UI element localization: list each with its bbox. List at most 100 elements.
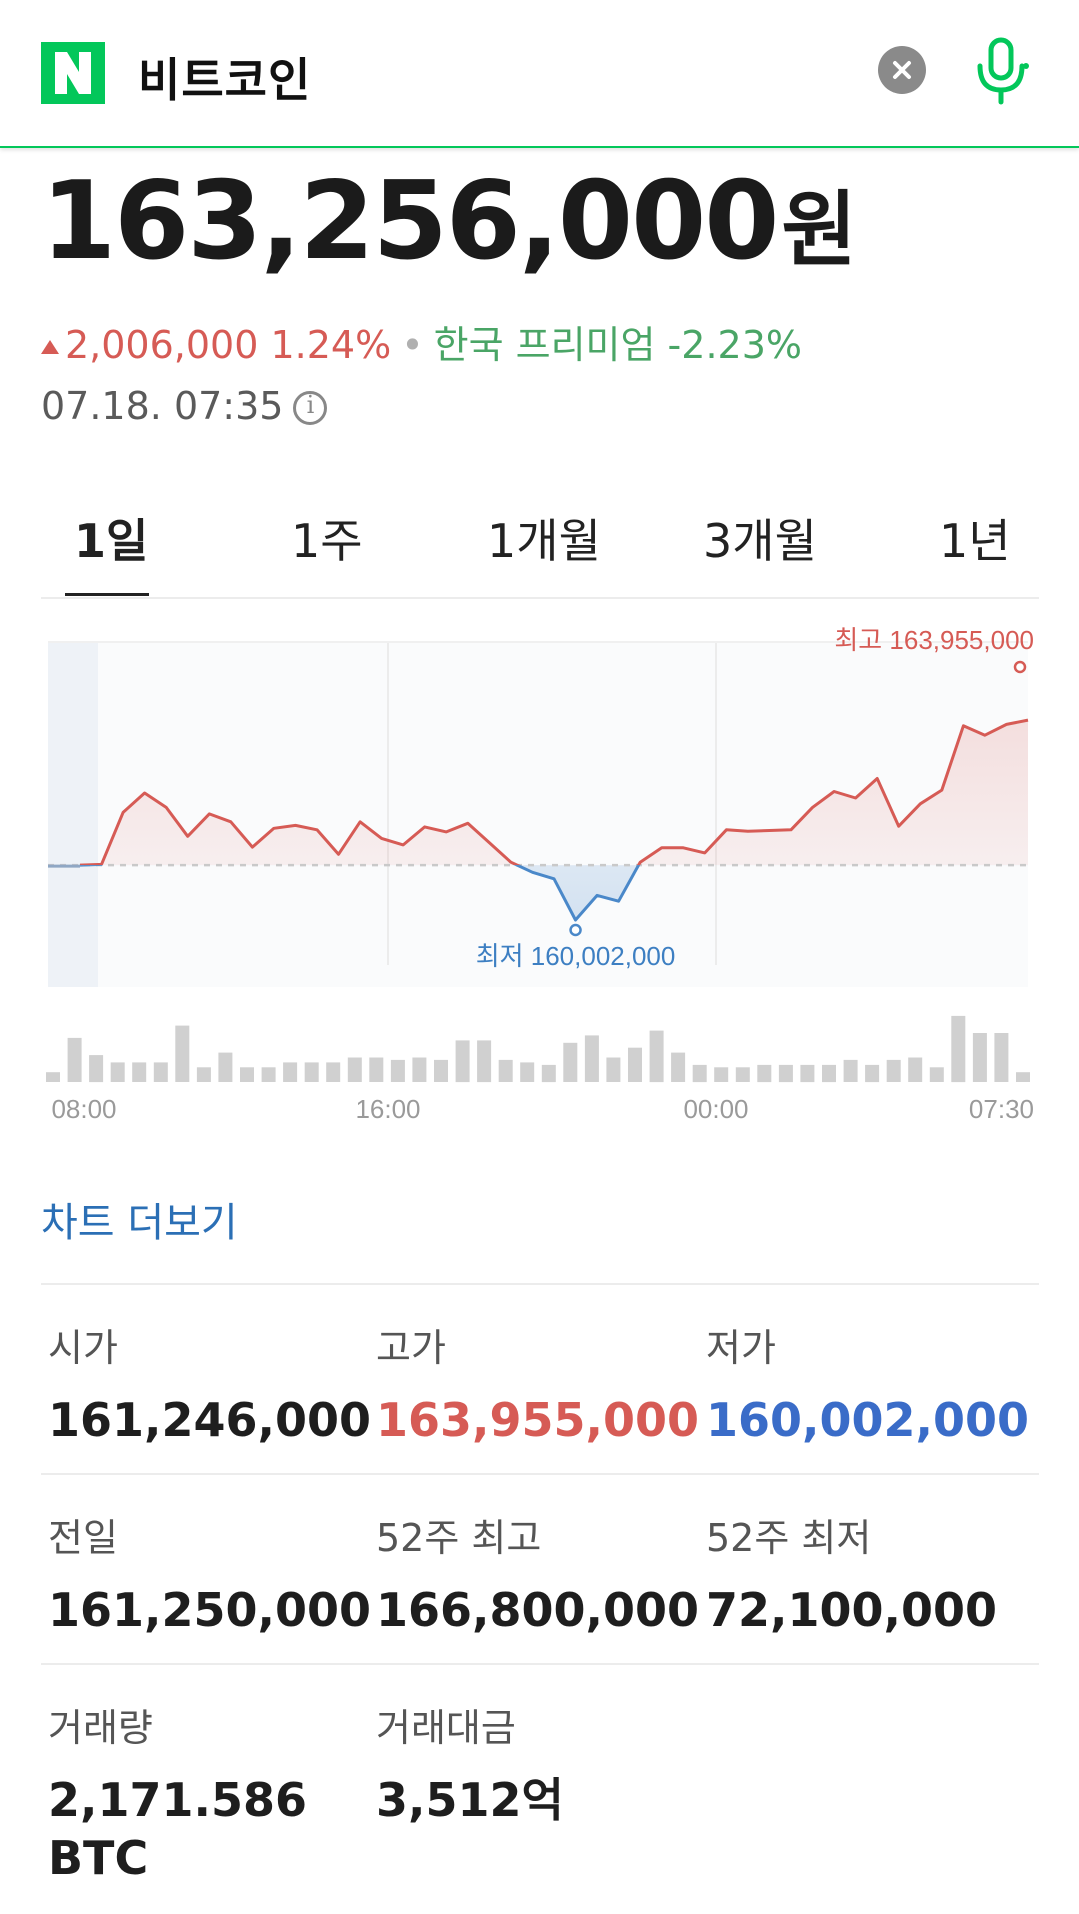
price-line-up [79,718,1029,866]
volume-bar [735,1067,750,1082]
stat-value: 163,955,000 [376,1393,700,1447]
stat-label: 거래대금 [376,1706,516,1750]
volume-bar [584,1035,599,1082]
stat-high: 고가 163,955,000 [376,1317,699,1450]
volume-bar [951,1015,966,1083]
search-query[interactable]: 비트코인 [138,53,312,107]
stat-value: 160,002,000 [706,1393,1030,1447]
stat-value: 3,512억 [376,1773,564,1827]
volume-bar [390,1059,405,1082]
volume-bar [89,1055,104,1083]
volume-bar [283,1062,298,1082]
stat-value-number: 2,171.586 [48,1773,307,1827]
stats-row: 시가 161,246,000 고가 163,955,000 저가 160,002… [41,1283,1039,1473]
volume-bar [240,1067,254,1082]
stat-label: 저가 [706,1326,776,1370]
volume-bar [628,1047,642,1082]
x-tick-label: 00:00 [683,1094,748,1124]
volume-bar [908,1057,923,1082]
stat-value: 72,100,000 [706,1583,998,1637]
microphone-icon[interactable] [970,36,1032,108]
stat-trade-value: 거래대금 3,512억 [376,1697,564,1830]
price-chart[interactable]: 최고 163,955,000 최저 160,002,000 08:00 16:00 00… [0,620,1079,1140]
naver-logo[interactable] [41,42,105,104]
volume-bar [865,1064,880,1083]
x-tick-label: 16:00 [355,1094,420,1124]
volume-bar [477,1040,492,1083]
volume-bar [972,1033,987,1082]
volume-bar [541,1064,556,1083]
stat-previous-close: 전일 161,250,000 [48,1507,371,1640]
volume-bar [132,1062,147,1082]
volume-bar [843,1059,858,1082]
low-marker [569,923,582,937]
volume-bar [175,1025,190,1082]
stat-52week-high: 52주 최고 166,800,000 [376,1507,699,1640]
low-label: 최저 160,002,000 [476,941,676,971]
volume-bar [563,1042,578,1082]
stat-value: 161,246,000 [48,1393,372,1447]
up-triangle-icon [41,340,59,354]
tab-1-week[interactable]: 1주 [291,514,363,568]
stat-label: 전일 [48,1516,118,1560]
area-down [517,865,639,920]
volume-bar [67,1037,82,1082]
price-value: 163,256,000 [41,159,779,284]
stat-label: 시가 [48,1326,118,1370]
volume-bar [822,1064,836,1083]
volume-bar [369,1057,384,1082]
period-tabs: 1일 1주 1개월 3개월 1년 [41,505,1039,599]
volume-bar [800,1064,815,1083]
volume-bar [994,1033,1009,1082]
stat-value: 161,250,000 [48,1583,372,1637]
x-tick-label: 08:00 [51,1094,116,1124]
tab-1-month[interactable]: 1개월 [487,514,601,568]
search-header: 비트코인 [0,0,1079,148]
volume-bar [498,1059,513,1082]
volume-bar [520,1062,535,1082]
volume-bar [778,1064,793,1083]
volume-bar [434,1059,448,1082]
stat-value: 2,171.586 BTC [48,1772,307,1887]
stat-52week-low: 52주 최저 72,100,000 [706,1507,997,1640]
active-tab-indicator [65,593,149,596]
stat-low: 저가 160,002,000 [706,1317,1029,1450]
clear-search-button[interactable] [878,46,926,94]
change-percent: 1.24% [270,323,392,367]
volume-bar [46,1072,60,1082]
stats-table: 시가 161,246,000 고가 163,955,000 저가 160,002… [41,1283,1039,1885]
stats-row: 전일 161,250,000 52주 최고 166,800,000 52주 최저… [41,1473,1039,1663]
price-change-row: 2,006,000 1.24% • 한국 프리미엄 -2.23% [41,314,802,369]
tab-1-year[interactable]: 1년 [939,514,1011,568]
volume-bar [153,1062,168,1082]
quote-time-row: 07.18. 07:35 [41,384,328,428]
volume-bar [218,1052,233,1082]
volume-bar [649,1030,664,1083]
volume-bar [714,1067,729,1082]
stat-label: 거래량 [48,1706,153,1750]
stats-row: 거래량 2,171.586 BTC 거래대금 3,512억 [41,1663,1039,1885]
volume-bar [692,1064,707,1083]
volume-bar [757,1064,772,1083]
stat-label: 52주 최저 [706,1516,872,1560]
volume-bar [455,1040,470,1083]
high-label: 최고 163,955,000 [834,625,1034,655]
stat-open: 시가 161,246,000 [48,1317,371,1450]
volume-bar [671,1052,686,1082]
volume-bar [326,1062,341,1082]
chart-more-link[interactable]: 차트 더보기 [41,1200,238,1246]
volume-bar [261,1067,276,1082]
tab-1-day[interactable]: 1일 [74,514,149,568]
korea-premium[interactable]: 한국 프리미엄 -2.23% [433,323,802,367]
tab-3-months[interactable]: 3개월 [703,514,817,568]
price-unit: 원 [781,183,856,278]
volume-bar [110,1062,125,1082]
x-tick-label: 07:30 [969,1094,1034,1124]
stat-label: 52주 최고 [376,1516,542,1560]
stat-value: 166,800,000 [376,1583,700,1637]
close-icon [893,61,911,79]
volume-bar [196,1067,211,1082]
stat-value-unit: BTC [48,1830,149,1885]
volume-bar [606,1057,621,1082]
info-icon[interactable] [293,391,328,425]
